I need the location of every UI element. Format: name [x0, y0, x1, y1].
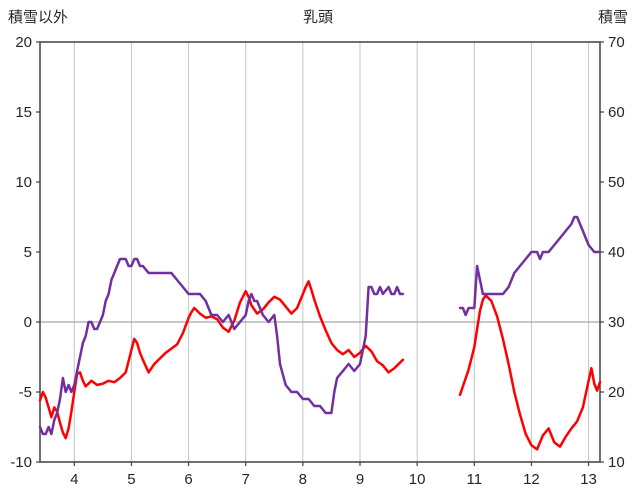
right-axis-tick-label: 50 — [608, 174, 625, 191]
left-axis-tick-label: 20 — [15, 34, 32, 51]
left-axis-tick-label: -10 — [10, 454, 32, 471]
left-axis-tick-label: -5 — [19, 384, 32, 401]
right-axis-tick-label: 10 — [608, 454, 625, 471]
right-axis-tick-label: 30 — [608, 314, 625, 331]
right-axis-tick-label: 20 — [608, 384, 625, 401]
x-axis-tick-label: 9 — [356, 471, 364, 488]
left-axis-title: 積雪以外 — [8, 9, 69, 26]
left-axis-tick-label: 15 — [15, 104, 32, 121]
right-axis-tick-label: 60 — [608, 104, 625, 121]
chart-title: 乳頭 — [302, 9, 333, 26]
x-axis-tick-label: 8 — [299, 471, 307, 488]
x-axis-tick-label: 12 — [523, 471, 540, 488]
x-axis-tick-label: 6 — [184, 471, 192, 488]
x-axis-tick-label: 11 — [466, 471, 482, 488]
left-axis-tick-label: 10 — [15, 174, 32, 191]
plot-area — [40, 42, 600, 462]
series-line-snow-purple — [458, 215, 602, 317]
left-axis-tick-label: 5 — [24, 244, 32, 261]
right-axis-tick-label: 70 — [608, 34, 625, 51]
x-axis-tick-label: 5 — [127, 471, 135, 488]
series-line-non-snow-red — [458, 294, 602, 451]
x-axis-tick-label: 4 — [70, 471, 78, 488]
right-axis-title: 積雪 — [597, 9, 628, 26]
x-axis-tick-label: 10 — [409, 471, 426, 488]
left-axis-tick-label: 0 — [24, 314, 32, 331]
x-axis-tick-label: 7 — [242, 471, 250, 488]
series-line-snow-purple — [38, 257, 405, 436]
x-axis-tick-label: 13 — [580, 471, 597, 488]
right-axis-tick-label: 40 — [608, 244, 625, 261]
